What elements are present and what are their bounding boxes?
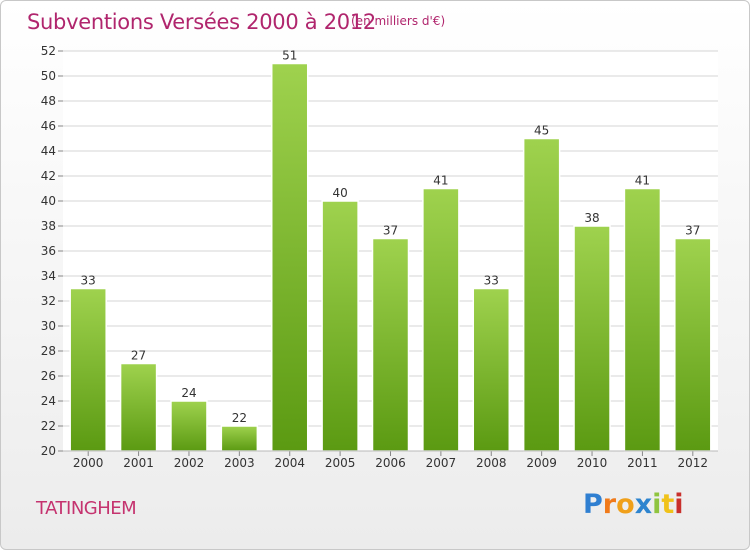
bar-2002 [170, 400, 208, 452]
bar-2003 [220, 425, 259, 452]
bar-2009 [522, 137, 561, 452]
bar-2004 [270, 62, 309, 452]
x-tick-label: 2008 [476, 456, 507, 470]
data-label: 33 [484, 274, 499, 288]
bar-2007 [422, 187, 460, 452]
logo-letter: i [652, 489, 662, 520]
x-axis-ticks: 2000 2001 2002 2003 2004 2005 2006 2007 2008 2009… [73, 451, 708, 470]
bar-2012 [674, 237, 712, 452]
x-tick-label: 2010 [577, 456, 608, 470]
logo-letter: x [634, 489, 653, 520]
y-tick-label: 38 [41, 219, 56, 233]
x-tick-label: 2011 [627, 456, 658, 470]
data-labels: 33 27 24 22 51 40 37 41 33 45 38 41 37 [81, 49, 701, 426]
data-label: 33 [81, 274, 96, 288]
unit-label: (en milliers d'€) [351, 14, 446, 28]
bar-2001 [119, 362, 158, 452]
x-tick-label: 2006 [375, 456, 406, 470]
x-tick-label: 2004 [274, 456, 305, 470]
y-tick-label: 52 [41, 44, 56, 58]
proxiti-logo: Proxiti [583, 489, 684, 520]
y-tick-label: 22 [41, 419, 56, 433]
data-label: 40 [332, 186, 347, 200]
bar-2010 [573, 225, 611, 452]
data-label: 41 [635, 174, 650, 188]
x-tick-label: 2012 [678, 456, 709, 470]
y-tick-label: 20 [41, 444, 56, 458]
y-tick-label: 34 [41, 269, 56, 283]
x-tick-label: 2002 [174, 456, 205, 470]
y-tick-label: 40 [41, 194, 56, 208]
logo-letter: P [583, 489, 603, 520]
y-tick-label: 30 [41, 319, 56, 333]
x-tick-label: 2005 [325, 456, 356, 470]
bars [69, 62, 712, 452]
logo-letter: i [674, 489, 684, 520]
data-label: 27 [131, 349, 146, 363]
y-tick-label: 24 [41, 394, 56, 408]
x-tick-label: 2007 [426, 456, 457, 470]
data-label: 24 [181, 386, 196, 400]
bar-2006 [371, 237, 410, 452]
data-label: 41 [433, 174, 448, 188]
data-label: 51 [282, 49, 297, 63]
chart-title: Subventions Versées 2000 à 2012 [27, 10, 376, 34]
logo-letter: t [661, 489, 675, 520]
bar-2000 [69, 287, 107, 452]
x-tick-label: 2009 [526, 456, 557, 470]
data-label: 37 [685, 224, 700, 238]
y-axis-ticks: 20 22 24 26 28 30 32 34 36 38 40 42 44 46 48 50 52 [41, 44, 63, 458]
y-tick-label: 48 [41, 94, 56, 108]
bar-2011 [623, 187, 662, 452]
y-tick-label: 26 [41, 369, 56, 383]
x-tick-label: 2000 [73, 456, 104, 470]
data-label: 38 [584, 211, 599, 225]
y-tick-label: 44 [41, 144, 56, 158]
x-tick-label: 2003 [224, 456, 255, 470]
y-tick-label: 42 [41, 169, 56, 183]
data-label: 37 [383, 224, 398, 238]
y-tick-label: 50 [41, 69, 56, 83]
y-tick-label: 28 [41, 344, 56, 358]
commune-name: TATINGHEM [36, 498, 137, 519]
logo-letter: r [602, 489, 617, 520]
y-tick-label: 36 [41, 244, 56, 258]
data-label: 45 [534, 124, 549, 138]
y-tick-label: 46 [41, 119, 56, 133]
x-tick-label: 2001 [123, 456, 154, 470]
y-tick-label: 32 [41, 294, 56, 308]
bar-2005 [321, 200, 359, 452]
logo-letter: o [616, 489, 635, 520]
bar-2008 [472, 287, 511, 452]
data-label: 22 [232, 411, 247, 425]
